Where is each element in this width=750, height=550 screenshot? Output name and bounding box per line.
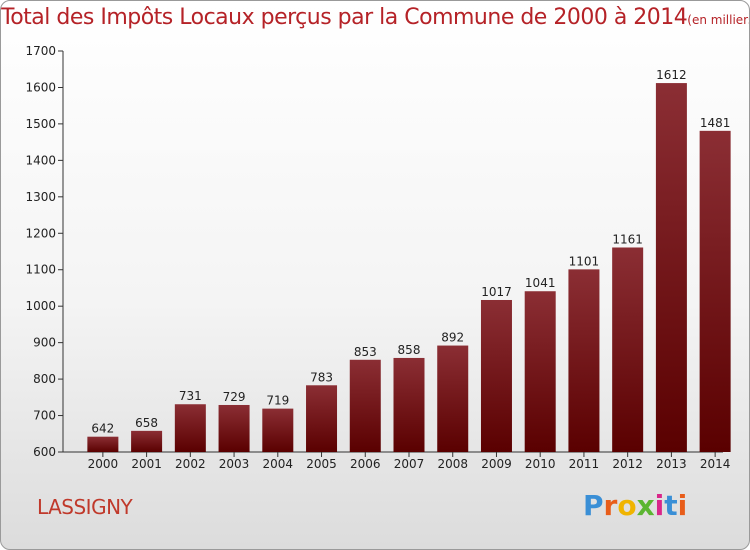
bar-2003 [218,404,250,452]
bar-2001 [131,430,163,452]
y-tick-label: 700 [33,409,56,423]
data-label-2012: 1161 [612,232,643,246]
data-labels: 642 658 731 729 719 783 853 858 892 1017 1041 1101 1… [91,68,730,436]
x-tick-label: 2011 [569,457,600,471]
x-tick-label: 2006 [350,457,381,471]
data-label-2011: 1101 [569,254,600,268]
bar-2005 [306,385,338,452]
x-tick-label: 2008 [437,457,468,471]
data-label-2003: 729 [223,390,246,404]
data-label-2004: 719 [266,394,289,408]
y-tick-label: 800 [33,372,56,386]
data-label-2005: 783 [310,370,333,384]
y-tick-label: 1400 [25,153,56,167]
y-tick-label: 1600 [25,80,56,94]
x-tick-label: 2003 [219,457,250,471]
logo-letter: o [617,489,637,522]
logo-letter: x [636,489,655,522]
x-axis: 2000 2001 2002 2003 2004 2005 2006 2007 2008 2009… [63,451,731,471]
y-tick-label: 900 [33,336,56,350]
data-label-2006: 853 [354,345,377,359]
bar-2002 [174,404,206,452]
y-axis: 600 700 800 900 1000 1100 1200 1300 1400 1500 1600… [25,44,64,459]
logo-letter: P [583,489,604,522]
bar-2013 [655,83,687,452]
bar-2000 [87,436,119,452]
data-label-2001: 658 [135,416,158,430]
data-label-2009: 1017 [481,285,512,299]
x-tick-label: 2007 [394,457,425,471]
logo-letter: i [654,489,665,522]
x-tick-label: 2000 [88,457,119,471]
bars [87,83,731,452]
logo-letter: t [664,489,678,522]
bar-2012 [612,247,644,452]
logo-letter: r [603,489,618,522]
x-tick-label: 2005 [306,457,337,471]
y-tick-label: 1300 [25,190,56,204]
data-label-2014: 1481 [700,116,731,130]
y-tick-label: 1100 [25,263,56,277]
commune-name: LASSIGNY [37,495,133,519]
x-tick-label: 2010 [525,457,556,471]
x-tick-label: 2013 [656,457,687,471]
title-block: Total des Impôts Locaux perçus par la Co… [1,5,750,30]
x-tick-label: 2001 [131,457,162,471]
bar-2010 [524,291,556,452]
proxiti-logo: Proxiti [583,489,687,522]
data-label-2013: 1612 [656,68,687,82]
bar-2004 [262,408,294,452]
bar-2006 [349,359,381,452]
y-tick-label: 1500 [25,117,56,131]
x-tick-label: 2012 [612,457,643,471]
x-tick-label: 2014 [700,457,731,471]
y-tick-label: 1700 [25,44,56,58]
bar-2008 [437,345,469,452]
bar-2009 [480,299,512,452]
y-tick-label: 1200 [25,226,56,240]
x-tick-label: 2002 [175,457,206,471]
bar-2011 [568,269,600,452]
data-label-2000: 642 [91,422,114,436]
data-label-2010: 1041 [525,276,556,290]
chart-title: Total des Impôts Locaux perçus par la Co… [1,5,688,30]
data-label-2002: 731 [179,389,202,403]
x-tick-label: 2009 [481,457,512,471]
bar-2014 [699,130,731,452]
y-tick-label: 600 [33,445,56,459]
data-label-2007: 858 [398,343,421,357]
chart-subtitle: (en milliers d'€) [687,13,750,27]
y-tick-label: 1000 [25,299,56,313]
x-tick-label: 2004 [263,457,294,471]
logo-letter: i [677,489,688,522]
bar-2007 [393,357,425,452]
data-label-2008: 892 [441,331,464,345]
